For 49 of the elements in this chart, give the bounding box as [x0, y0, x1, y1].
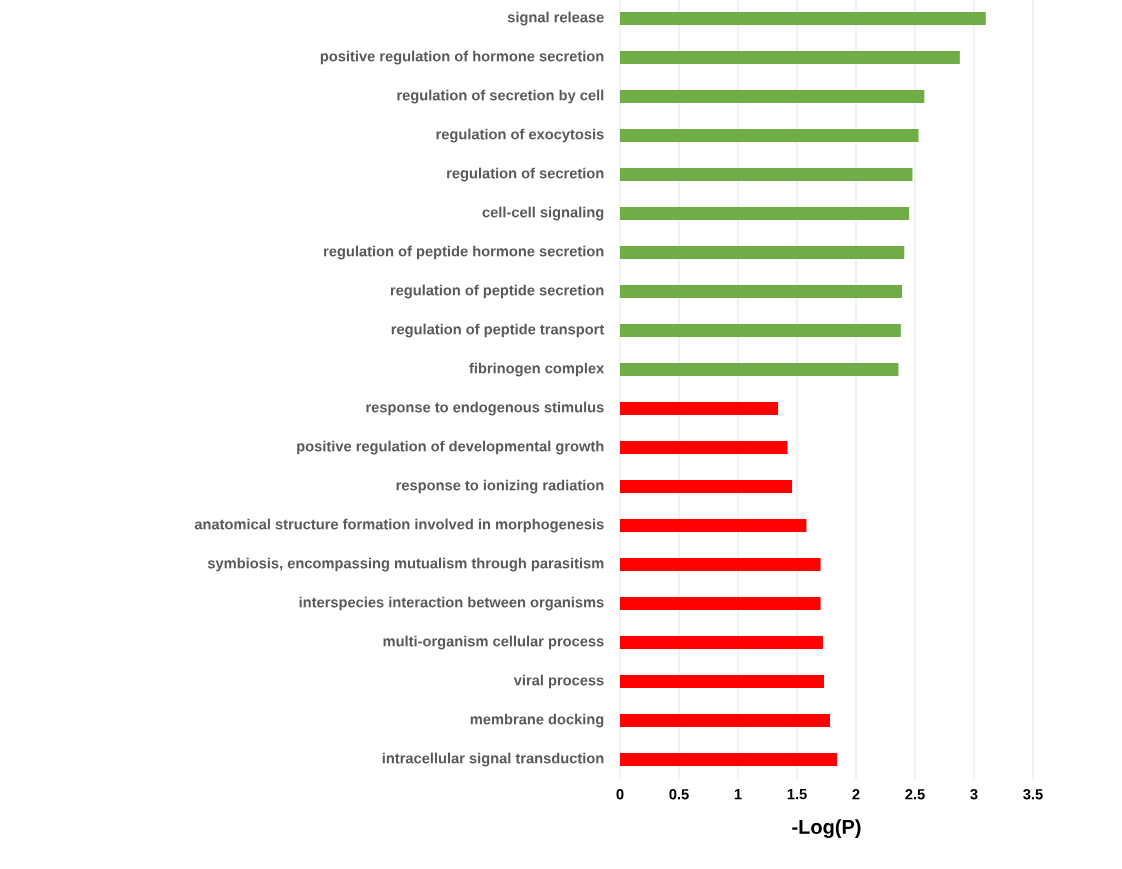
y-tick-label: symbiosis, encompassing mutualism through parasitism: [207, 557, 604, 572]
bar: [620, 519, 807, 533]
bar: [620, 90, 925, 104]
x-tick-label: 0.5: [669, 789, 689, 800]
y-tick-label: interspecies interaction between organisms: [299, 596, 604, 611]
bar: [620, 441, 788, 455]
bar: [620, 597, 821, 611]
bar: [620, 636, 823, 650]
bar: [620, 558, 821, 572]
bar: [620, 207, 910, 221]
y-tick-label: regulation of secretion: [447, 167, 604, 182]
y-tick-label: regulation of exocytosis: [436, 128, 604, 143]
x-tick-label: 1.5: [787, 789, 807, 800]
bar: [620, 480, 793, 494]
y-tick-label: cell-cell signaling: [482, 206, 604, 221]
y-tick-label: anatomical structure formation involved in morphogenesis: [194, 518, 604, 533]
y-tick-label: intracellular signal transduction: [382, 752, 604, 767]
bar: [620, 675, 825, 689]
bar: [620, 363, 899, 377]
y-tick-label: regulation of peptide transport: [391, 323, 605, 338]
y-tick-label: signal release: [507, 11, 604, 26]
bar: [620, 129, 919, 143]
x-tick-label: 2: [852, 789, 860, 800]
y-tick-label: multi-organism cellular process: [383, 635, 604, 650]
y-tick-label: positive regulation of hormone secretion: [320, 50, 604, 65]
y-tick-label: regulation of peptide hormone secretion: [324, 245, 604, 260]
y-tick-label: response to ionizing radiation: [396, 479, 604, 494]
y-tick-label: membrane docking: [470, 713, 604, 728]
x-tick-label: 1: [734, 789, 742, 800]
y-tick-label: positive regulation of developmental growth: [297, 440, 604, 455]
y-tick-label: response to endogenous stimulus: [366, 401, 604, 416]
x-tick-label: 2.5: [905, 789, 925, 800]
bar: [620, 12, 986, 26]
x-tick-label: 3: [970, 789, 978, 800]
bar: [620, 714, 831, 728]
bar: [620, 51, 960, 65]
bar: [620, 324, 901, 338]
x-tick-label: 3.5: [1023, 789, 1043, 800]
y-tick-label: fibrinogen complex: [469, 362, 605, 377]
bar: [620, 402, 779, 416]
bar: [620, 753, 838, 767]
y-tick-label: regulation of peptide secretion: [390, 284, 604, 299]
y-tick-label: viral process: [513, 674, 604, 689]
bar: [620, 168, 913, 182]
bar: [620, 246, 905, 260]
y-tick-label: regulation of secretion by cell: [397, 89, 604, 104]
bar: [620, 285, 903, 299]
x-tick-label: 0: [616, 789, 624, 800]
x-axis-title: -Log(P): [792, 819, 861, 839]
